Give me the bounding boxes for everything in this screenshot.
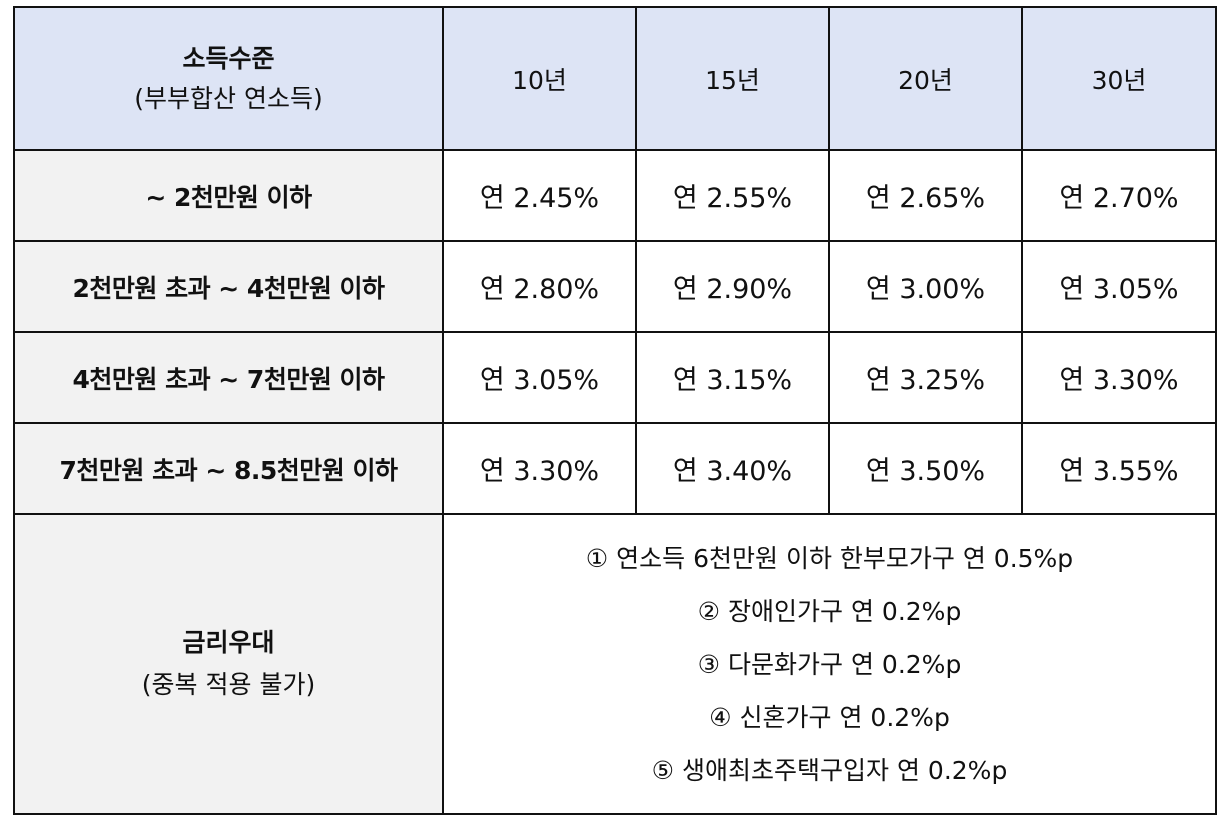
table-row: 2천만원 초과 ~ 4천만원 이하 연 2.80% 연 2.90% 연 3.00…: [13, 240, 1217, 333]
preference-row: 금리우대 (중복 적용 불가) ① 연소득 6천만원 이하 한부모가구 연 0.…: [13, 513, 1217, 815]
rate-cell: 연 3.25%: [828, 331, 1023, 424]
preference-subtitle: (중복 적용 불가): [141, 670, 316, 699]
list-item: ① 연소득 6천만원 이하 한부모가구 연 0.5%p: [585, 543, 1074, 573]
table-row: ~ 2천만원 이하 연 2.45% 연 2.55% 연 2.65% 연 2.70…: [13, 149, 1217, 242]
list-item: ② 장애인가구 연 0.2%p: [697, 596, 962, 626]
interest-rate-table: 소득수준 (부부합산 연소득) 10년 15년 20년 30년 ~ 2천만원 이…: [13, 6, 1217, 815]
income-bracket-label: 2천만원 초과 ~ 4천만원 이하: [13, 240, 444, 333]
income-bracket-label: 4천만원 초과 ~ 7천만원 이하: [13, 331, 444, 424]
table-row: 7천만원 초과 ~ 8.5천만원 이하 연 3.30% 연 3.40% 연 3.…: [13, 422, 1217, 515]
rate-cell: 연 2.65%: [828, 149, 1023, 242]
rate-cell: 연 2.70%: [1021, 149, 1217, 242]
preference-label-cell: 금리우대 (중복 적용 불가): [13, 513, 444, 815]
rate-cell: 연 3.30%: [1021, 331, 1217, 424]
header-row: 소득수준 (부부합산 연소득) 10년 15년 20년 30년: [13, 6, 1217, 151]
preference-list: ① 연소득 6천만원 이하 한부모가구 연 0.5%p ② 장애인가구 연 0.…: [442, 513, 1217, 815]
preference-title: 금리우대: [182, 628, 275, 657]
rate-cell: 연 3.15%: [635, 331, 830, 424]
income-level-title: 소득수준: [182, 43, 275, 73]
table-row: 4천만원 초과 ~ 7천만원 이하 연 3.05% 연 3.15% 연 3.25…: [13, 331, 1217, 424]
list-item: ⑤ 생애최초주택구입자 연 0.2%p: [651, 755, 1008, 785]
term-header-15: 15년: [635, 6, 830, 151]
term-header-20: 20년: [828, 6, 1023, 151]
rate-cell: 연 3.05%: [442, 331, 637, 424]
rate-cell: 연 3.55%: [1021, 422, 1217, 515]
income-bracket-label: ~ 2천만원 이하: [13, 149, 444, 242]
rate-cell: 연 3.05%: [1021, 240, 1217, 333]
list-item: ③ 다문화가구 연 0.2%p: [697, 649, 962, 679]
rate-cell: 연 3.50%: [828, 422, 1023, 515]
income-level-header: 소득수준 (부부합산 연소득): [13, 6, 444, 151]
term-header-30: 30년: [1021, 6, 1217, 151]
rate-cell: 연 3.30%: [442, 422, 637, 515]
rate-cell: 연 2.80%: [442, 240, 637, 333]
rate-cell: 연 2.90%: [635, 240, 830, 333]
term-header-10: 10년: [442, 6, 637, 151]
income-bracket-label: 7천만원 초과 ~ 8.5천만원 이하: [13, 422, 444, 515]
list-item: ④ 신혼가구 연 0.2%p: [709, 702, 950, 732]
rate-cell: 연 2.55%: [635, 149, 830, 242]
rate-cell: 연 3.00%: [828, 240, 1023, 333]
income-level-subtitle: (부부합산 연소득): [134, 83, 323, 113]
rate-cell: 연 2.45%: [442, 149, 637, 242]
rate-cell: 연 3.40%: [635, 422, 830, 515]
